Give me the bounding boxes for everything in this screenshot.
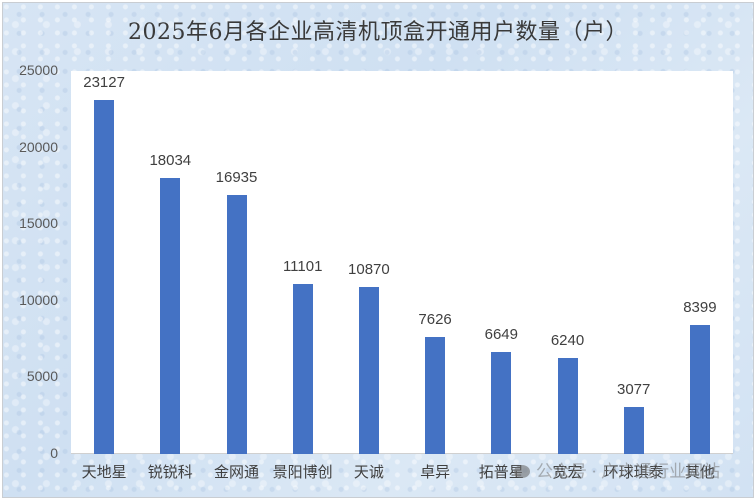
chart-title: 2025年6月各企业高清机顶盒开通用户数量（户）	[128, 20, 628, 45]
bar	[292, 283, 313, 454]
x-tick-label: 锐锐科	[147, 465, 193, 481]
x-tick-label: 天地星	[81, 465, 127, 481]
y-tick-label: 5000	[26, 368, 58, 385]
data-label: 11101	[282, 257, 323, 275]
bar	[425, 337, 446, 454]
data-label: 7626	[418, 311, 452, 329]
data-label: 8399	[683, 299, 717, 317]
x-axis-line	[71, 453, 733, 454]
wechat-icon	[514, 465, 530, 478]
x-tick-label: 拓普星	[478, 465, 524, 481]
y-tick-label: 10000	[19, 291, 58, 308]
data-label: 10870	[348, 261, 390, 279]
y-tick-label: 15000	[19, 215, 58, 232]
bar	[94, 99, 115, 454]
data-label: 23127	[83, 73, 125, 91]
data-label: 18034	[149, 151, 192, 169]
data-label: 6649	[484, 326, 518, 344]
x-tick-label: 环球琪泰	[603, 465, 664, 481]
x-tick-label: 景阳博创	[272, 465, 333, 481]
plot-area	[71, 71, 733, 454]
bar	[226, 194, 247, 454]
data-label: 16935	[215, 168, 258, 186]
x-tick-label: 金网通	[213, 465, 259, 481]
bar	[689, 325, 710, 454]
data-label: 3077	[617, 380, 651, 398]
y-tick-label: 20000	[19, 138, 58, 155]
y-tick-label: 25000	[19, 62, 58, 78]
bar	[160, 177, 181, 454]
x-tick-label: 卓异	[420, 465, 451, 481]
watermark-text: 公众号 · 户户通行业网站	[536, 462, 721, 481]
bar	[623, 406, 644, 454]
x-tick-label: 宽宏	[552, 465, 583, 481]
bar	[491, 352, 512, 454]
x-tick-label: 天诚	[353, 465, 384, 481]
bar	[358, 287, 379, 454]
bar	[557, 358, 578, 454]
y-tick-label: 0	[50, 445, 58, 461]
x-tick-label: 其他	[684, 465, 715, 481]
watermark: 公众号 · 户户通行业网站	[514, 457, 720, 482]
data-label: 6240	[550, 332, 585, 350]
